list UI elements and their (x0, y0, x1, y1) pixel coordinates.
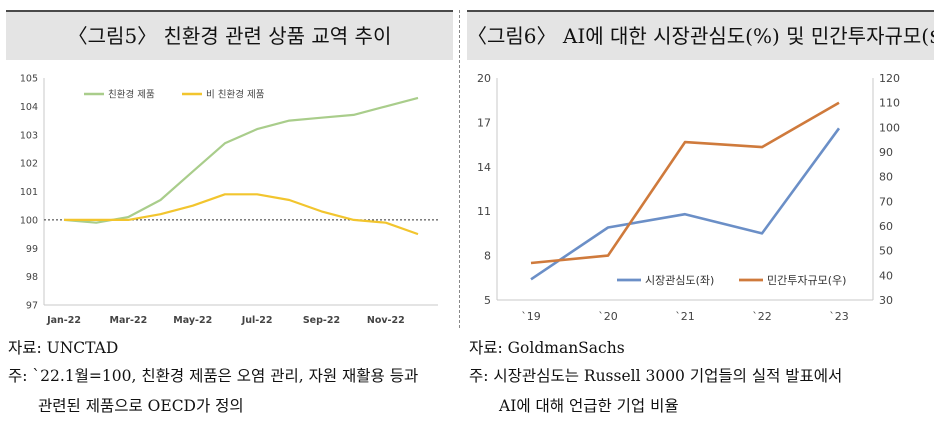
series-line-2 (64, 193, 419, 236)
y-tick-label: 105 (20, 74, 38, 85)
y-tick-label: 101 (20, 187, 38, 198)
left-y-tick-label: 8 (484, 250, 491, 263)
left-y-tick-label: 5 (484, 294, 491, 307)
legend-label-2: 민간투자규모(우) (767, 274, 846, 287)
right-y-tick-label: 40 (879, 269, 893, 282)
left-y-tick-label: 17 (477, 116, 491, 129)
x-tick-label: Nov-22 (367, 315, 405, 326)
x-tick-label: Mar-22 (110, 315, 148, 326)
x-tick-label: `22 (752, 310, 772, 323)
right-panel: 〈그림6〉 AI에 대한 시장관심도(%) 및 민간투자규모($10억) 5 8 1… (461, 0, 940, 442)
left-y-tick-label: 14 (477, 161, 491, 174)
ai-interest-investment-chart: 5 8 11 14 17 20 30 40 50 60 70 80 90 100 110 120 `19 `20 `… (477, 72, 900, 323)
x-tick-label: `21 (675, 310, 695, 323)
x-tick-label: Sep-22 (303, 315, 340, 326)
y-tick-label: 97 (26, 301, 38, 312)
y-tick-label: 98 (26, 272, 38, 283)
series-line-1 (530, 127, 841, 281)
panel-divider (459, 10, 461, 328)
right-y-tick-label: 110 (879, 97, 900, 110)
right-y-tick-label: 80 (879, 171, 893, 184)
right-note-line1: 주: 시장관심도는 Russell 3000 기업들의 실적 발표에서 (469, 367, 843, 385)
left-chart-title: 〈그림5〉 친환경 관련 상품 교역 추이 (6, 10, 453, 60)
x-tick-label: Jul-22 (241, 315, 273, 326)
y-tick-label: 99 (26, 244, 38, 255)
right-note-line2: AI에 대해 언급한 기업 비율 (499, 397, 679, 415)
right-y-tick-label: 50 (879, 245, 893, 258)
right-chart-title: 〈그림6〉 AI에 대한 시장관심도(%) 및 민간투자규모($10억) (467, 10, 934, 60)
series-line-2 (530, 101, 840, 265)
left-y-tick-label: 11 (477, 205, 491, 218)
right-y-tick-label: 60 (879, 220, 893, 233)
right-source: 자료: GoldmanSachs (469, 339, 625, 357)
series-line-1 (63, 96, 419, 224)
x-tick-label: `19 (521, 310, 541, 323)
legend-label-1: 친환경 제품 (108, 89, 155, 101)
x-tick-label: May-22 (173, 315, 212, 326)
right-y-tick-label: 30 (879, 294, 893, 307)
right-y-tick-label: 120 (879, 72, 900, 85)
x-tick-label: `20 (598, 310, 618, 323)
left-note-line2: 관련된 제품으로 OECD가 정의 (38, 397, 244, 415)
right-y-tick-label: 70 (879, 195, 893, 208)
eco-trade-line-chart: 97 98 99 100 101 102 103 104 105 Jan-22 Mar-22 May-… (20, 74, 438, 326)
legend-label-2: 비 친환경 제품 (206, 89, 265, 101)
left-note-line1: 주: `22.1월=100, 친환경 제품은 오염 관리, 자원 재활용 등과 (8, 367, 419, 385)
y-tick-label: 104 (20, 102, 38, 113)
legend-label-1: 시장관심도(좌) (645, 274, 714, 287)
left-source: 자료: UNCTAD (8, 339, 119, 357)
x-tick-label: Jan-22 (46, 315, 81, 326)
left-y-tick-label: 20 (477, 72, 491, 85)
right-y-tick-label: 100 (879, 121, 900, 134)
y-tick-label: 103 (20, 130, 38, 141)
y-tick-label: 100 (20, 215, 38, 226)
y-tick-label: 102 (20, 159, 38, 170)
left-panel: 〈그림5〉 친환경 관련 상품 교역 추이 97 98 99 100 101 102 103… (0, 0, 459, 442)
x-tick-label: `23 (829, 310, 849, 323)
right-y-tick-label: 90 (879, 146, 893, 159)
